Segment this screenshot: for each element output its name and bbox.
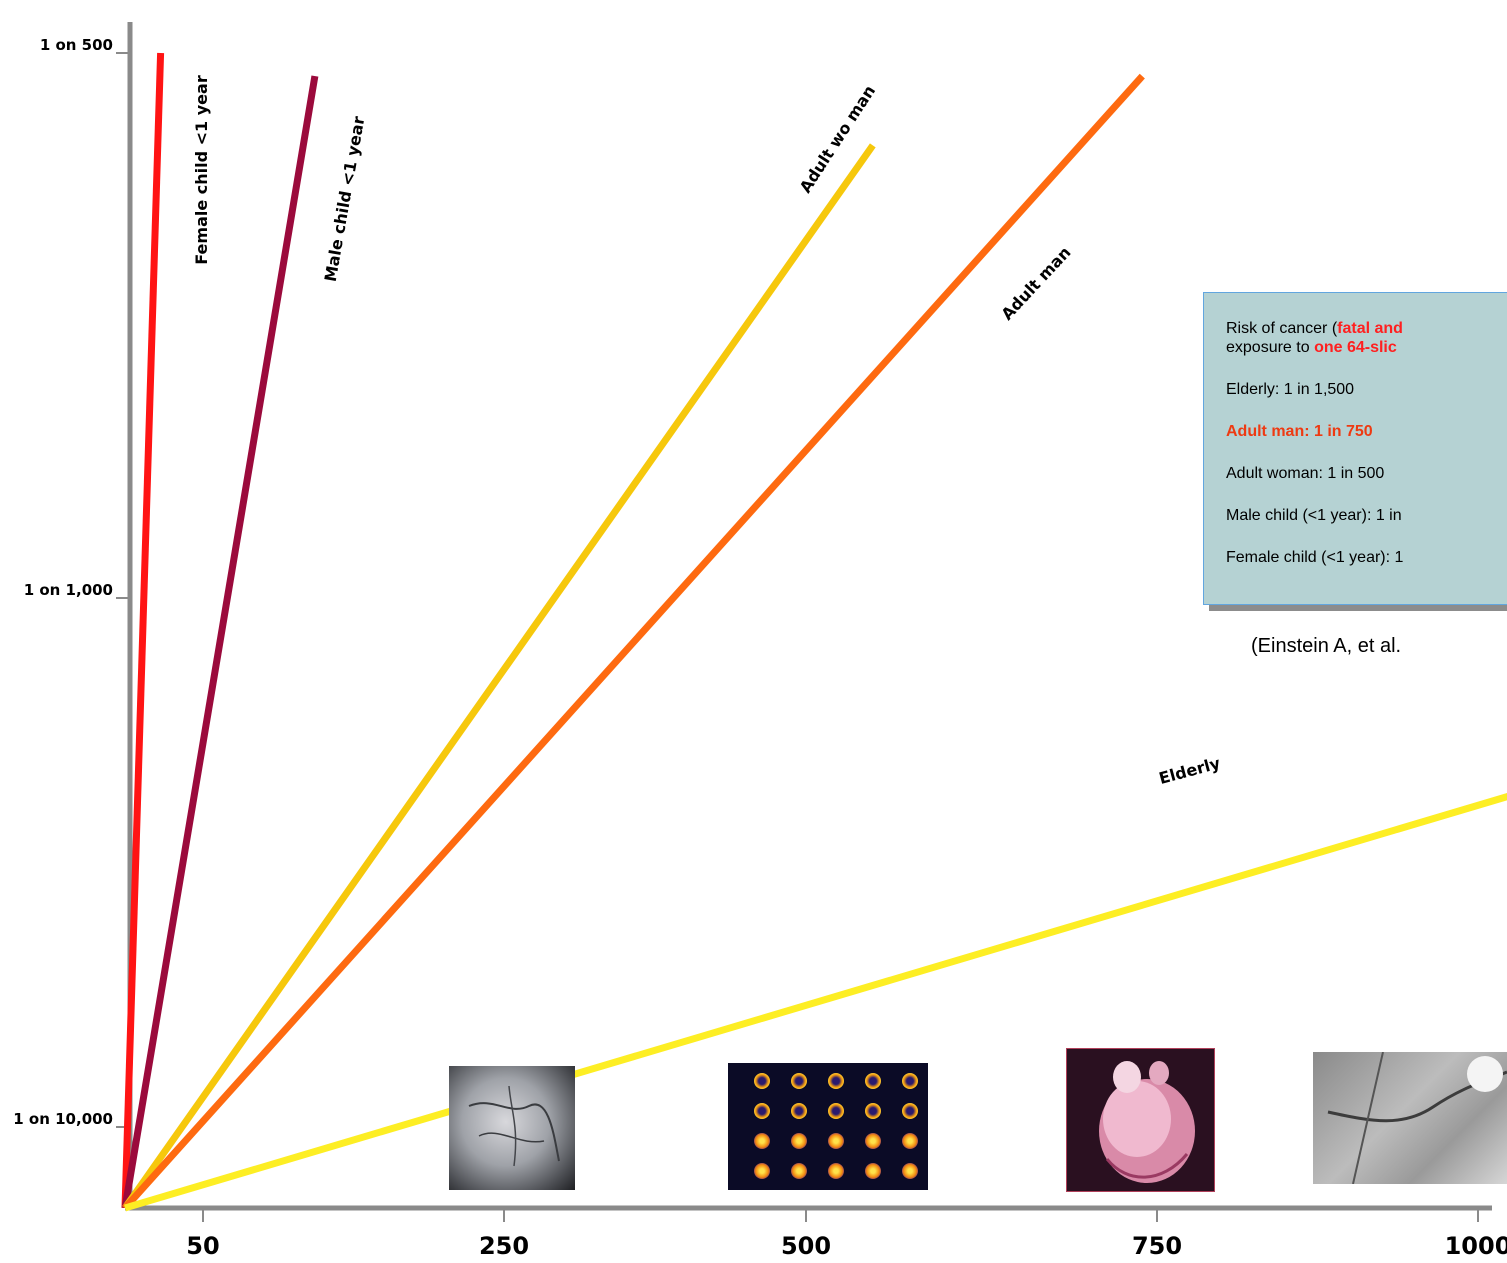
risk-item-elderly: Elderly: 1 in 1,500 [1226, 381, 1355, 398]
series-line-5 [124, 793, 1507, 1212]
series-labels: Female child <1 year Male child <1 year Ad… [192, 75, 1223, 788]
axes [125, 22, 1492, 1211]
y-tick-label: 1 on 10,000 [13, 1110, 113, 1128]
spect-slice [828, 1073, 844, 1089]
x-tick-label: 750 [1132, 1232, 1182, 1260]
angiogram-image [449, 1066, 575, 1190]
x-tick-label: 1000 [1445, 1232, 1507, 1260]
series-label-5: Elderly [1157, 753, 1223, 788]
spect-slice [865, 1103, 881, 1119]
spect-slice [791, 1163, 807, 1179]
spect-slice [865, 1163, 881, 1179]
series-label-4: Adult man [997, 243, 1074, 324]
spect-slice [828, 1103, 844, 1119]
risk-heading-line-1: Risk of cancer (fatal and [1226, 320, 1403, 337]
spect-perfusion-image [728, 1063, 928, 1190]
series-label-3: Adult wo man [796, 82, 880, 196]
spect-slice [791, 1103, 807, 1119]
x-tick-label: 250 [479, 1232, 529, 1260]
spect-slice [828, 1133, 844, 1149]
series-line-3 [122, 143, 876, 1211]
ct-heart-image [1066, 1048, 1215, 1192]
x-tick-label: 50 [186, 1232, 219, 1260]
spect-slice [754, 1163, 770, 1179]
spect-slice [754, 1073, 770, 1089]
series-label-2: Male child <1 year [321, 115, 369, 283]
risk-item-adult-woman: Adult woman: 1 in 500 [1226, 465, 1385, 482]
series-line-4 [122, 73, 1145, 1211]
citation: (Einstein A, et al. [1251, 635, 1402, 657]
spect-slice [902, 1163, 918, 1179]
fluoroscopy-image [1313, 1052, 1507, 1184]
series-line-1 [121, 52, 165, 1209]
spect-slice [865, 1133, 881, 1149]
x-tick-label: 500 [781, 1232, 831, 1260]
spect-slice [791, 1133, 807, 1149]
series [121, 52, 1507, 1212]
spect-slice [902, 1073, 918, 1089]
spect-slice [754, 1103, 770, 1119]
series-line-2 [121, 75, 319, 1209]
spect-slice [754, 1133, 770, 1149]
y-tick-label: 1 on 500 [40, 36, 113, 54]
spect-slice [865, 1073, 881, 1089]
ticks: 50 250 500 750 1000 1 on 500 1 on 1,000 1 on 10… [13, 36, 1507, 1260]
risk-item-male-child: Male child (<1 year): 1 in [1226, 507, 1402, 524]
risk-info-box: Risk of cancer (fatal and exposure to on… [1203, 292, 1507, 605]
risk-item-female-child: Female child (<1 year): 1 [1226, 549, 1404, 566]
spect-slice [902, 1103, 918, 1119]
spect-slice [902, 1133, 918, 1149]
spect-slice [791, 1073, 807, 1089]
series-label-1: Female child <1 year [192, 75, 211, 265]
risk-heading-line-2: exposure to one 64-slic [1226, 339, 1397, 356]
risk-item-adult-man: Adult man: 1 in 750 [1226, 423, 1373, 440]
y-tick-label: 1 on 1,000 [24, 581, 113, 599]
spect-slice [828, 1163, 844, 1179]
